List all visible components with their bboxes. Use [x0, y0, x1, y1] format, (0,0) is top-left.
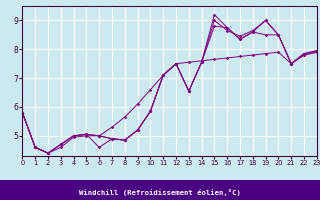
- Text: Windchill (Refroidissement éolien,°C): Windchill (Refroidissement éolien,°C): [79, 188, 241, 196]
